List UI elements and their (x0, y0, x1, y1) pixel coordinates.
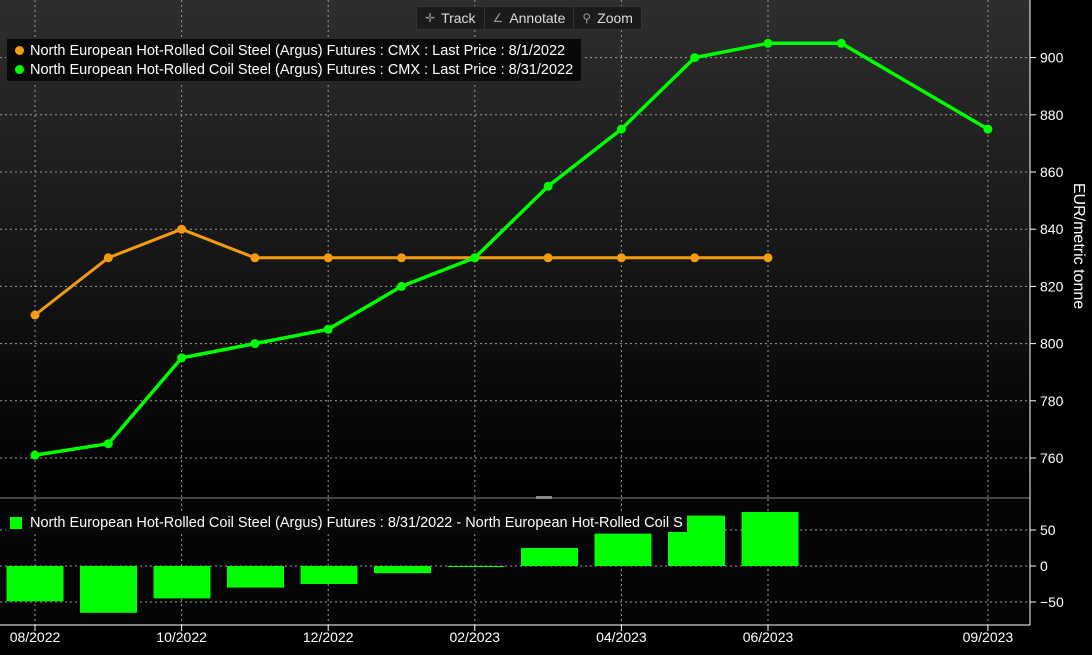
crosshair-icon: ✛ (425, 11, 436, 25)
zoom-label: Zoom (597, 10, 633, 26)
diff-bar (741, 512, 799, 566)
series-point-1 (543, 253, 553, 263)
diff-y-tick-label: −50 (1040, 594, 1064, 610)
annotate-label: Annotate (509, 10, 566, 26)
series-point-1 (103, 253, 113, 263)
zoom-button[interactable]: ⚲ Zoom (574, 7, 641, 29)
y-tick-label: 840 (1040, 221, 1064, 237)
annotate-button[interactable]: ∠ Annotate (485, 7, 575, 29)
diff-bar (153, 566, 211, 599)
x-tick-label: 02/2023 (449, 629, 500, 645)
series-point-2 (763, 38, 773, 48)
legend: North European Hot-Rolled Coil Steel (Ar… (6, 38, 583, 82)
series-point-2 (103, 439, 113, 449)
diff-bars (6, 512, 799, 613)
x-tick-label: 04/2023 (596, 629, 647, 645)
series-point-2 (836, 38, 846, 48)
series-point-1 (616, 253, 626, 263)
y-axis-title: EUR/metric tonne (1070, 182, 1087, 310)
y-tick-label: 880 (1040, 107, 1064, 123)
track-label: Track (441, 10, 476, 26)
diff-y-tick-label: 50 (1040, 522, 1056, 538)
magnifier-icon: ⚲ (582, 11, 592, 25)
axes: 760 780 800 820 840 860 880 900 50 0 −50 08/2022 10/… (0, 0, 1064, 645)
series-point-2 (30, 450, 40, 460)
y-tick-label: 860 (1040, 164, 1064, 180)
diff-bar (447, 566, 505, 567)
x-tick-label: 09/2023 (963, 629, 1014, 645)
series-point-2 (323, 324, 333, 334)
series-point-2 (470, 253, 480, 263)
series-point-2 (177, 353, 187, 363)
diff-bar (6, 566, 64, 602)
series-lines (30, 38, 993, 460)
series-point-1 (30, 310, 40, 320)
legend-marker-green (15, 65, 24, 74)
series-point-1 (323, 253, 333, 263)
chart-toolbar: ✛ Track ∠ Annotate ⚲ Zoom (416, 6, 642, 30)
track-button[interactable]: ✛ Track (417, 7, 485, 29)
series-point-1 (250, 253, 260, 263)
series-point-1 (177, 224, 187, 234)
legend-marker-orange (15, 46, 24, 55)
series-point-1 (763, 253, 773, 263)
legend-item-series2[interactable]: North European Hot-Rolled Coil Steel (Ar… (15, 60, 573, 79)
y-tick-label: 800 (1040, 336, 1064, 352)
y-tick-label: 780 (1040, 393, 1064, 409)
series-point-2 (250, 339, 260, 349)
legend-item-series1[interactable]: North European Hot-Rolled Coil Steel (Ar… (15, 41, 573, 60)
series-point-2 (690, 53, 700, 63)
series-point-2 (397, 281, 406, 291)
x-tick-label: 06/2023 (743, 629, 794, 645)
diff-bar (300, 566, 358, 584)
y-tick-label: 900 (1040, 50, 1064, 66)
legend-label-series1: North European Hot-Rolled Coil Steel (Ar… (30, 42, 566, 59)
legend-marker-diff (10, 517, 22, 529)
chart-background (0, 0, 1030, 497)
diff-legend[interactable]: North European Hot-Rolled Coil Steel (Ar… (6, 514, 687, 532)
diff-bar (80, 566, 137, 613)
diff-bar (594, 533, 652, 566)
pencil-icon: ∠ (492, 11, 504, 25)
diff-y-tick-label: 0 (1040, 558, 1048, 574)
x-tick-label: 08/2022 (10, 629, 61, 645)
diff-bar (521, 548, 578, 566)
diff-bar (374, 566, 431, 574)
series-point-1 (690, 253, 700, 263)
x-tick-label: 12/2022 (303, 629, 354, 645)
x-tick-label: 10/2022 (156, 629, 207, 645)
series-point-2 (983, 124, 993, 134)
series-point-2 (543, 181, 553, 191)
y-tick-label: 760 (1040, 450, 1064, 466)
panel-resize-handle (536, 496, 552, 499)
diff-bar (227, 566, 284, 588)
y-tick-label: 820 (1040, 278, 1064, 294)
legend-label-series2: North European Hot-Rolled Coil Steel (Ar… (30, 61, 574, 78)
series-point-1 (397, 253, 406, 263)
series-point-2 (616, 124, 626, 134)
legend-label-diff: North European Hot-Rolled Coil Steel (Ar… (30, 515, 683, 531)
